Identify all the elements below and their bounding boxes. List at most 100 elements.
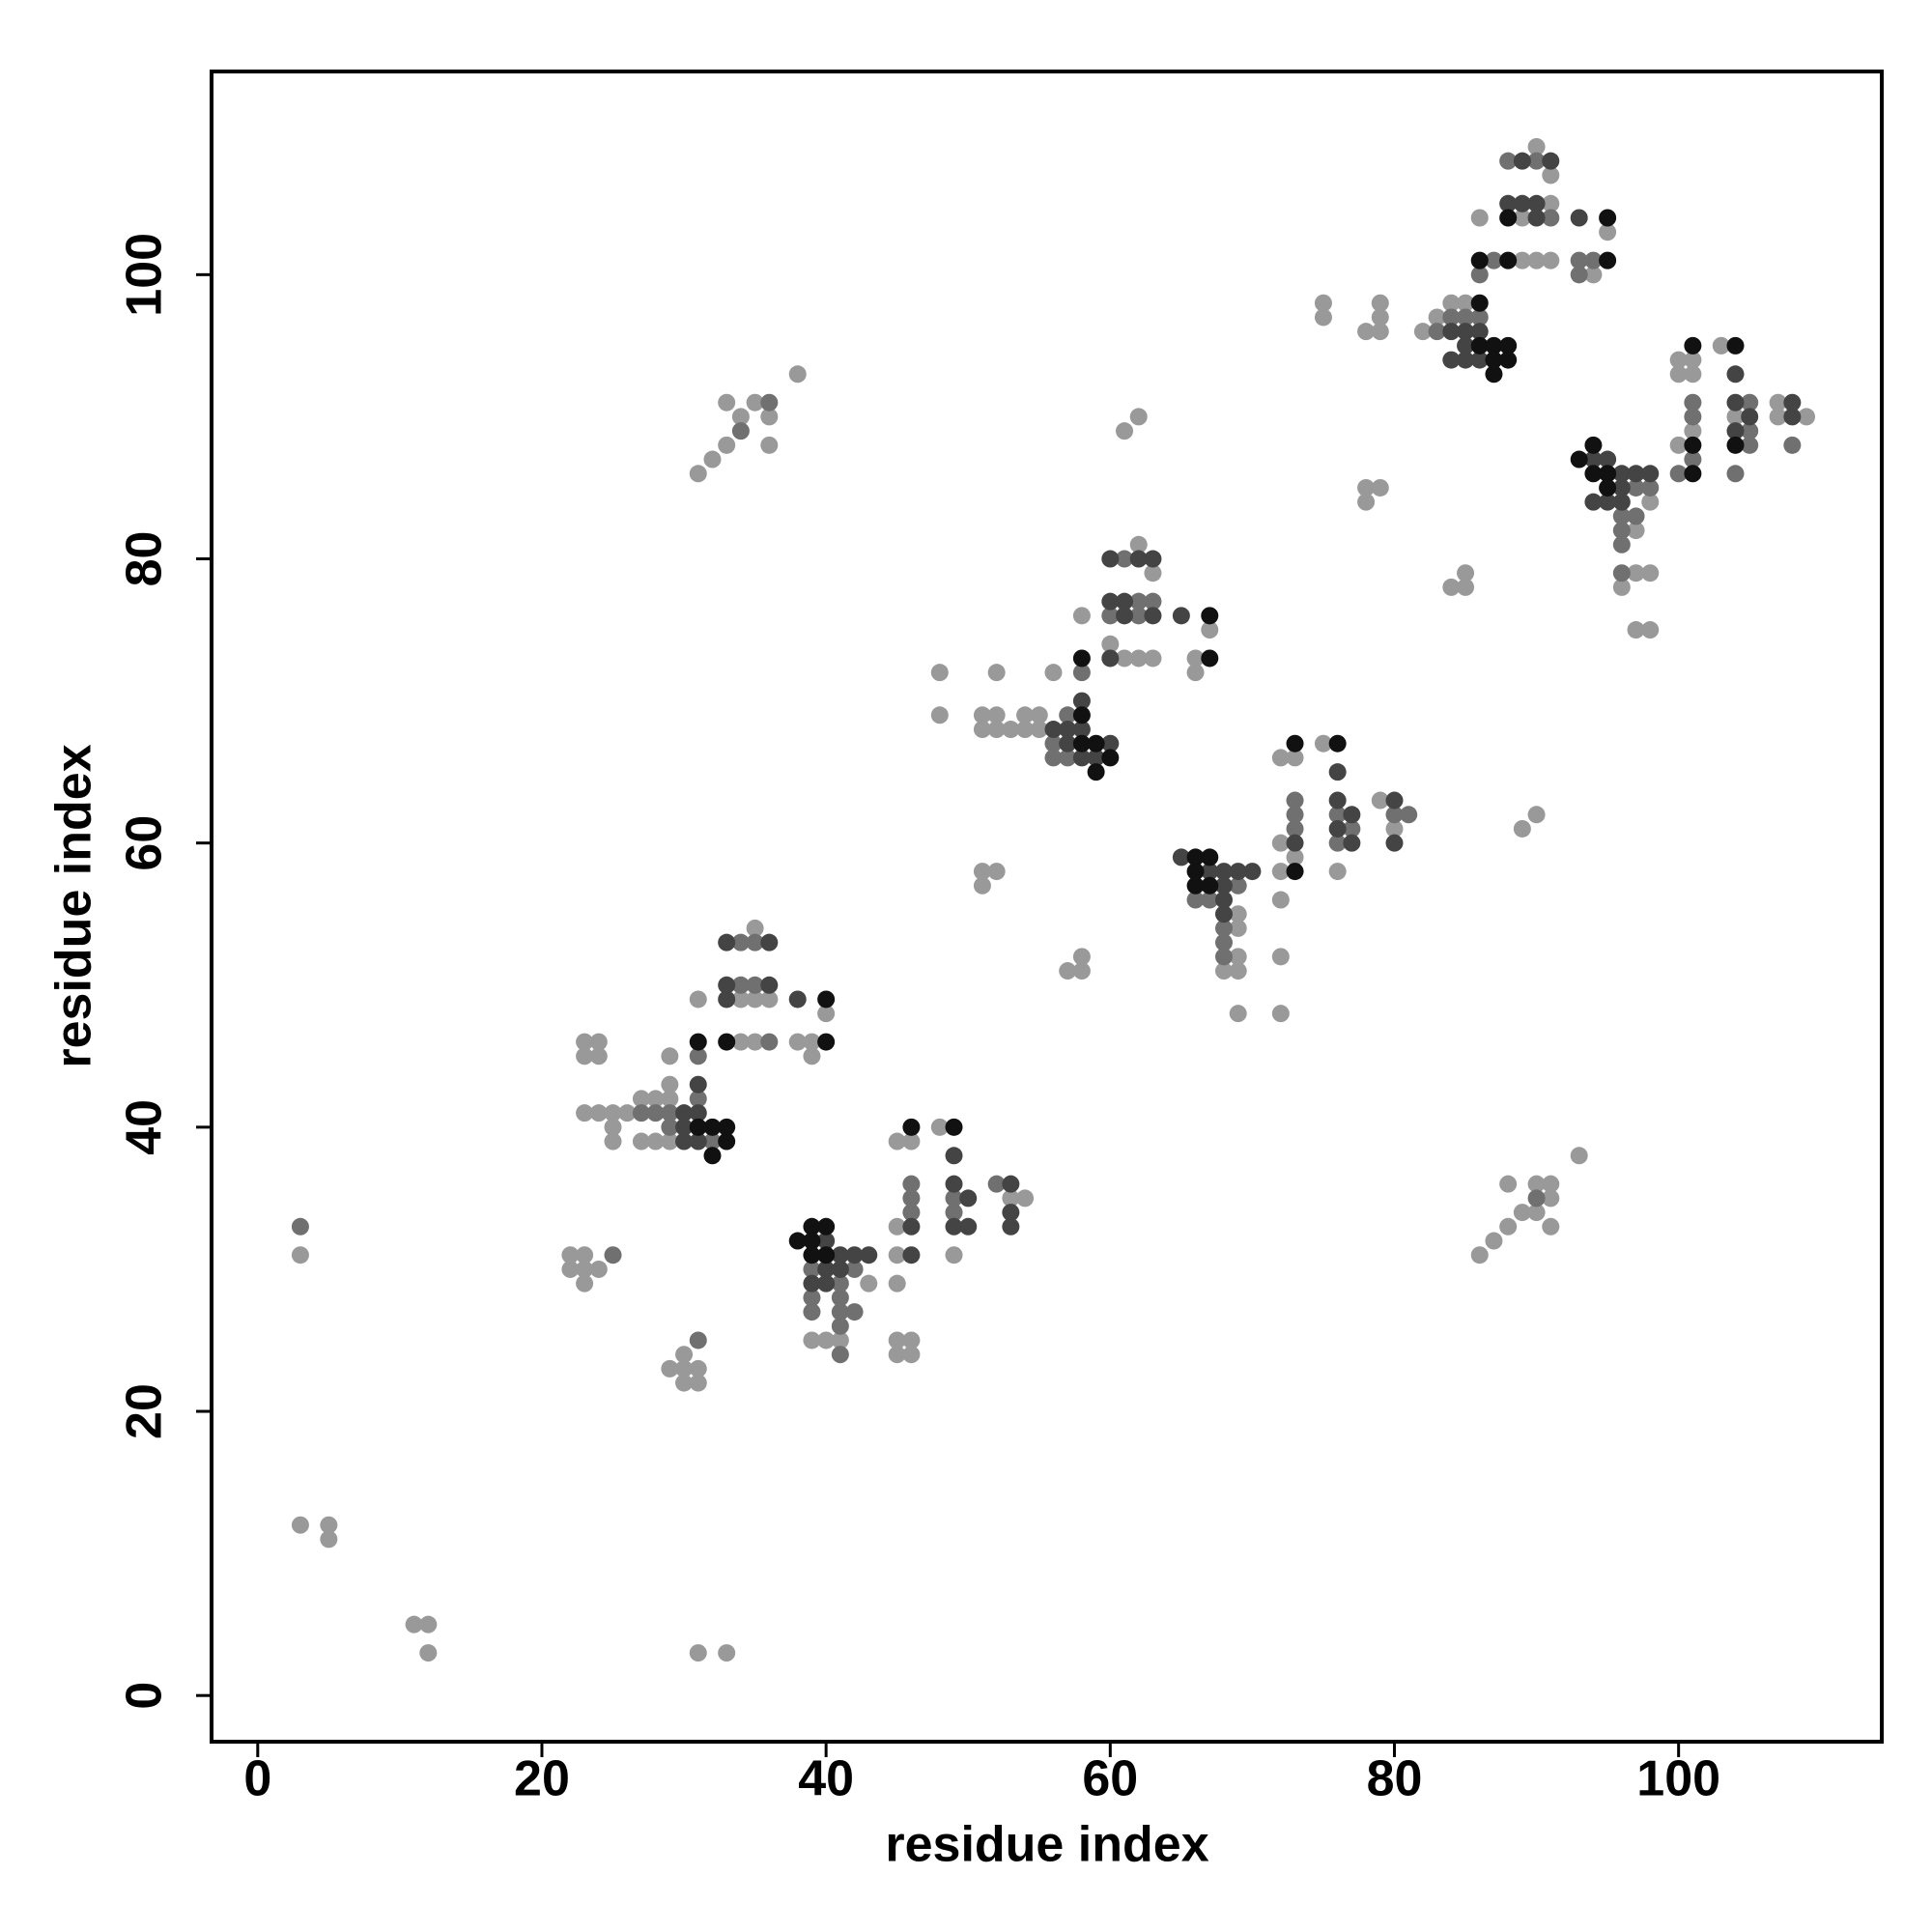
point [987, 863, 1006, 881]
point [661, 1047, 679, 1065]
point [646, 1090, 665, 1108]
point [618, 1104, 637, 1122]
point [1442, 323, 1461, 341]
point [1201, 607, 1219, 625]
point [817, 990, 836, 1009]
point [760, 933, 779, 952]
point [1428, 323, 1446, 341]
point [1669, 351, 1688, 369]
point [1271, 749, 1290, 767]
point [405, 1615, 423, 1634]
point [1769, 393, 1787, 412]
point [1612, 535, 1631, 554]
point [1726, 365, 1745, 384]
point [718, 393, 736, 412]
point [1470, 351, 1489, 369]
point [1371, 791, 1389, 810]
point [1072, 734, 1091, 753]
point [888, 1132, 906, 1151]
point [1612, 522, 1631, 540]
point [731, 990, 750, 1009]
point [1513, 194, 1531, 213]
y-tick-label: 80 [117, 531, 173, 587]
point [1186, 664, 1205, 682]
point [1457, 323, 1475, 341]
point [1214, 933, 1233, 952]
point [902, 1118, 921, 1136]
point [632, 1090, 650, 1108]
point [1783, 408, 1802, 426]
point [1542, 251, 1560, 270]
point [1470, 323, 1489, 341]
point [959, 1217, 978, 1236]
point [1641, 621, 1660, 639]
point [831, 1246, 849, 1264]
point [817, 1033, 836, 1051]
point [1072, 962, 1091, 980]
point [1798, 408, 1816, 426]
point [788, 1232, 807, 1250]
point [845, 1260, 864, 1278]
point [1499, 351, 1518, 369]
point [930, 1118, 949, 1136]
point [291, 1246, 309, 1264]
point [1116, 550, 1134, 568]
point [1116, 607, 1134, 625]
point [703, 1132, 722, 1151]
point [1599, 493, 1617, 511]
point [1116, 422, 1134, 440]
point [1186, 876, 1205, 895]
point [1612, 507, 1631, 526]
point [1527, 1175, 1546, 1193]
point [731, 422, 750, 440]
point [1357, 478, 1376, 497]
point [604, 1246, 622, 1264]
point [945, 1175, 963, 1193]
point [1599, 251, 1617, 270]
point [731, 1033, 750, 1051]
point [731, 933, 750, 952]
point [1214, 876, 1233, 895]
point [1271, 948, 1290, 966]
point [1470, 209, 1489, 227]
point [1129, 607, 1148, 625]
point [1627, 465, 1645, 483]
point [1214, 962, 1233, 980]
point [1627, 621, 1645, 639]
point [689, 1644, 707, 1662]
point [1669, 465, 1688, 483]
point [561, 1246, 580, 1264]
point [589, 1047, 608, 1065]
point [1527, 1204, 1546, 1222]
point [675, 1346, 694, 1364]
x-tick-label: 40 [798, 1751, 854, 1807]
point [1457, 336, 1475, 355]
point [1499, 336, 1518, 355]
point [689, 1374, 707, 1392]
point [1144, 550, 1162, 568]
point [1201, 621, 1219, 639]
point [1286, 819, 1304, 838]
point [1513, 152, 1531, 170]
point [661, 1090, 679, 1108]
point [1243, 863, 1262, 881]
point [817, 1217, 836, 1236]
point [718, 1033, 736, 1051]
point [1271, 1005, 1290, 1023]
point [973, 721, 991, 739]
point [689, 1047, 707, 1065]
point [1584, 266, 1603, 284]
point [760, 436, 779, 454]
point [1271, 863, 1290, 881]
x-tick-label: 60 [1082, 1751, 1138, 1807]
point [1684, 436, 1702, 454]
point [661, 1104, 679, 1122]
point [959, 1189, 978, 1208]
point [902, 1175, 921, 1193]
point [831, 1346, 849, 1364]
point [1457, 578, 1475, 596]
point [1314, 308, 1332, 327]
point [576, 1260, 594, 1278]
point [1229, 919, 1247, 937]
point [1044, 664, 1063, 682]
